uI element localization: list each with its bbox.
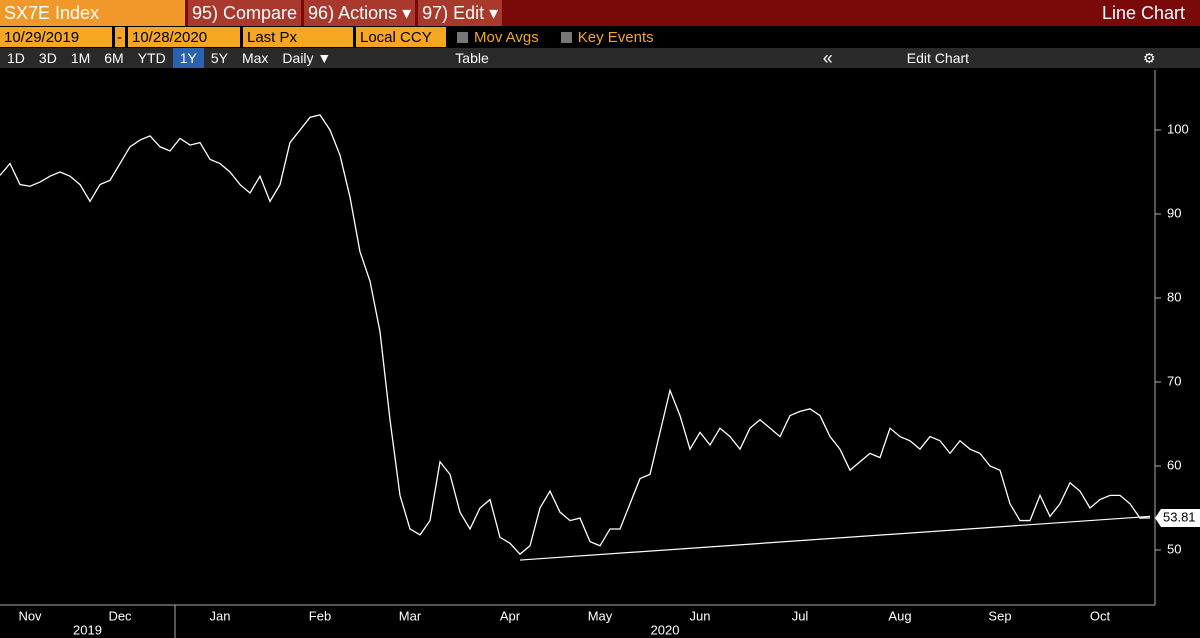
start-date[interactable]: 10/29/2019 xyxy=(0,27,112,47)
x-tick-label: Nov xyxy=(18,608,42,623)
year-label: 2019 xyxy=(73,622,102,637)
title-bar: SX7E Index 95) Compare 96) Actions ▾ 97)… xyxy=(0,0,1200,26)
x-tick-label: Aug xyxy=(888,608,911,623)
periods: 1D 3D 1M 6M YTD 1Y 5Y Max xyxy=(0,48,275,68)
checkbox[interactable] xyxy=(457,31,468,43)
checkbox[interactable] xyxy=(560,31,572,43)
security-field[interactable]: SX7E Index xyxy=(0,0,185,26)
period-button[interactable]: 1Y xyxy=(172,48,204,68)
y-tick-label: 90 xyxy=(1167,205,1181,220)
period-button[interactable]: 3D xyxy=(38,50,57,66)
date-separator: - xyxy=(115,27,125,47)
x-tick-label: Mar xyxy=(399,608,422,623)
period-button[interactable]: YTD xyxy=(137,50,166,66)
x-tick-label: Jan xyxy=(210,608,231,623)
last-price-label: 53.81 xyxy=(1163,509,1196,524)
y-tick-label: 50 xyxy=(1167,541,1181,556)
settings-button[interactable]: ⚙ xyxy=(1143,49,1156,66)
y-tick-label: 60 xyxy=(1167,457,1181,472)
y-tick-label: 80 xyxy=(1167,289,1181,304)
x-tick-label: Feb xyxy=(309,608,331,623)
year-label: 2020 xyxy=(651,622,680,637)
end-date[interactable]: 10/28/2020 xyxy=(128,27,240,47)
y-tick-label: 70 xyxy=(1167,373,1181,388)
chart: 50 60 70 80 90 100 Nov Dec Jan Feb Mar Apr May Jun Jul… xyxy=(0,70,1200,638)
period-button[interactable]: 6M xyxy=(104,50,124,66)
last-price-tag xyxy=(1155,508,1200,527)
currency-select[interactable]: Local CCY xyxy=(356,27,446,47)
x-tick-label: May xyxy=(588,608,613,623)
period-button[interactable]: 1D xyxy=(7,50,25,66)
edit-button[interactable]: 97) Edit ▾ xyxy=(418,0,503,26)
x-tick-label: Apr xyxy=(500,608,521,623)
price-line xyxy=(0,114,1151,556)
actions-button[interactable]: 96) Actions ▾ xyxy=(304,0,416,26)
key-events[interactable]: Key Events xyxy=(577,28,654,46)
x-tick-label: Jun xyxy=(690,608,711,623)
compare-button[interactable]: 95) Compare xyxy=(188,0,302,26)
table-button[interactable]: Table xyxy=(455,50,489,66)
frequency[interactable]: Daily ▼ xyxy=(282,50,332,66)
x-tick-label: Dec xyxy=(108,608,132,623)
view-title: Line Chart xyxy=(1101,2,1185,23)
x-tick-label: Oct xyxy=(1090,608,1111,623)
mov-avgs[interactable]: Mov Avgs xyxy=(474,28,539,46)
collapse-button[interactable]: « xyxy=(822,47,833,68)
x-tick-label: Jul xyxy=(792,608,809,623)
period-button[interactable]: Max xyxy=(241,50,269,66)
options-bar: 10/29/2019 - 10/28/2020 Last Px Local CC… xyxy=(0,27,1200,47)
edit-chart-button[interactable]: Edit Chart xyxy=(906,50,970,66)
period-button[interactable]: 5Y xyxy=(210,50,228,66)
trend-line xyxy=(519,515,1151,561)
x-tick-label: Sep xyxy=(988,608,1011,623)
field-select[interactable]: Last Px xyxy=(243,27,353,47)
period-bar: 1D 3D 1M 6M YTD 1Y 5Y Max Daily ▼ Table « Edit … xyxy=(0,48,1200,68)
y-tick-label: 100 xyxy=(1167,121,1189,136)
period-button[interactable]: 1M xyxy=(70,50,91,66)
